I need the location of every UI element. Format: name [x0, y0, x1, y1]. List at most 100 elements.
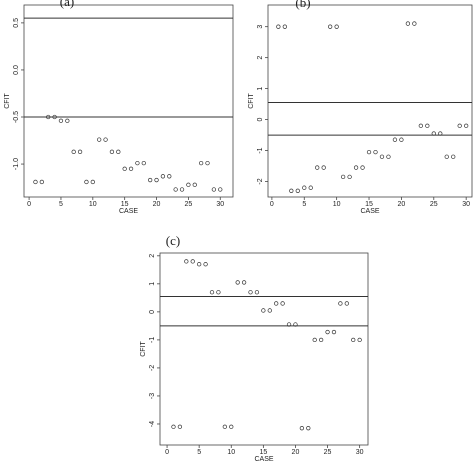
y-tick-label: 0.0: [13, 65, 20, 75]
x-tick-label: 20: [153, 201, 161, 208]
point: [444, 154, 449, 159]
point: [457, 123, 462, 128]
point: [39, 179, 44, 185]
point: [353, 165, 359, 170]
point: [379, 154, 385, 159]
point: [167, 174, 172, 179]
point: [197, 262, 202, 267]
point: [399, 137, 404, 142]
point: [418, 123, 423, 128]
y-axis-label: CFIT: [4, 93, 11, 109]
y-tick-label: 2: [257, 56, 264, 60]
x-tick-label: 5: [197, 449, 201, 456]
y-axis-label: CFIT: [248, 93, 255, 109]
y-tick-label: -4: [149, 421, 156, 427]
point: [344, 301, 349, 306]
point: [340, 174, 346, 180]
point: [289, 188, 294, 193]
point: [334, 24, 339, 29]
x-tick-label: 15: [259, 449, 267, 456]
x-tick-label: 30: [356, 449, 364, 456]
point: [205, 160, 210, 166]
point: [360, 165, 365, 170]
x-tick-label: 25: [324, 449, 332, 456]
x-tick-label: 20: [292, 449, 300, 456]
y-tick-label: -0.5: [13, 111, 20, 123]
point: [135, 160, 140, 166]
panel-title: (b): [295, 0, 310, 10]
point: [267, 308, 272, 313]
point: [328, 24, 333, 29]
point: [261, 308, 266, 313]
point: [58, 118, 64, 123]
point: [321, 165, 326, 170]
point: [97, 137, 102, 142]
point: [171, 424, 176, 429]
point: [405, 21, 411, 26]
point: [90, 179, 95, 185]
x-tick-label: 25: [184, 201, 192, 208]
point: [84, 179, 89, 185]
y-axis-label: CFIT: [140, 341, 147, 357]
point: [357, 337, 362, 343]
point: [351, 337, 356, 343]
point: [308, 185, 313, 190]
point: [128, 166, 134, 171]
x-tick-label: 25: [430, 201, 438, 208]
point: [71, 149, 76, 154]
y-tick-label: -2: [149, 365, 156, 371]
y-tick-label: -1: [149, 337, 156, 343]
y-tick-label: 0: [257, 118, 264, 122]
point: [179, 187, 185, 192]
point: [116, 149, 121, 154]
y-tick-label: -2: [257, 178, 264, 184]
plot-frame: [267, 4, 473, 198]
point: [254, 290, 260, 295]
point: [280, 301, 285, 306]
y-tick-label: 0: [149, 310, 156, 314]
point: [366, 149, 372, 155]
point: [122, 166, 127, 171]
y-tick-label: 3: [257, 25, 264, 29]
point: [192, 182, 197, 187]
point: [177, 424, 183, 429]
point: [302, 185, 307, 190]
point: [338, 301, 343, 306]
point: [211, 187, 217, 192]
point: [312, 337, 317, 343]
point: [392, 137, 398, 142]
point: [46, 114, 51, 120]
plot-frame: [23, 4, 234, 198]
point: [218, 187, 223, 192]
panel-title: (c): [166, 233, 180, 248]
y-tick-label: -1: [257, 147, 264, 153]
point: [248, 290, 253, 295]
x-tick-label: 5: [59, 201, 63, 208]
x-tick-label: 10: [227, 449, 235, 456]
x-tick-label: 0: [27, 201, 31, 208]
point: [274, 301, 279, 306]
point: [386, 154, 391, 159]
point: [148, 177, 153, 183]
y-tick-label: -3: [149, 393, 156, 399]
point: [235, 280, 240, 285]
point: [306, 426, 311, 431]
point: [173, 187, 178, 192]
point: [77, 149, 83, 154]
x-axis-label: CASE: [254, 456, 273, 462]
point: [451, 154, 456, 159]
point: [241, 280, 247, 285]
x-tick-label: 30: [462, 201, 470, 208]
panel-title: (a): [60, 0, 74, 9]
point: [315, 165, 320, 170]
x-tick-label: 5: [302, 201, 306, 208]
point: [229, 424, 234, 429]
point: [325, 329, 330, 335]
point: [295, 188, 300, 193]
point: [209, 290, 215, 295]
point: [373, 149, 378, 155]
plot-frame: [159, 252, 369, 446]
y-tick-label: 0.5: [13, 18, 20, 28]
